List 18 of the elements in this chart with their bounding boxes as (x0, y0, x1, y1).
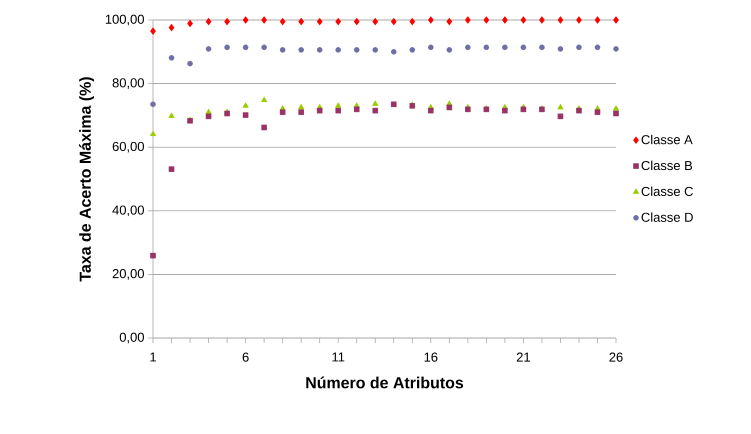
y-axis-title: Taxa de Acerto Máxima (%) (79, 77, 94, 282)
x-tick-label: 16 (424, 352, 438, 362)
x-tick-label: 6 (242, 352, 249, 362)
y-tick-label: 100,00 (106, 14, 144, 26)
x-tick-label: 1 (150, 352, 156, 362)
legend-label: Classe D (642, 212, 693, 222)
y-tick-label: 40,00 (112, 205, 144, 216)
x-tick-label: 26 (609, 352, 623, 362)
y-tick-label: 60,00 (112, 142, 144, 153)
y-tick-label: 80,00 (112, 78, 144, 89)
legend-label: Classe A (642, 134, 693, 144)
x-axis-title: Número de Atributos (306, 376, 464, 388)
y-tick-label: 20,00 (112, 269, 144, 280)
legend-label: Classe B (642, 160, 692, 170)
x-tick-label: 21 (516, 352, 530, 362)
x-tick-label: 11 (332, 352, 344, 362)
y-tick-label: 0,00 (120, 332, 144, 344)
legend-label: Classe C (642, 186, 693, 196)
